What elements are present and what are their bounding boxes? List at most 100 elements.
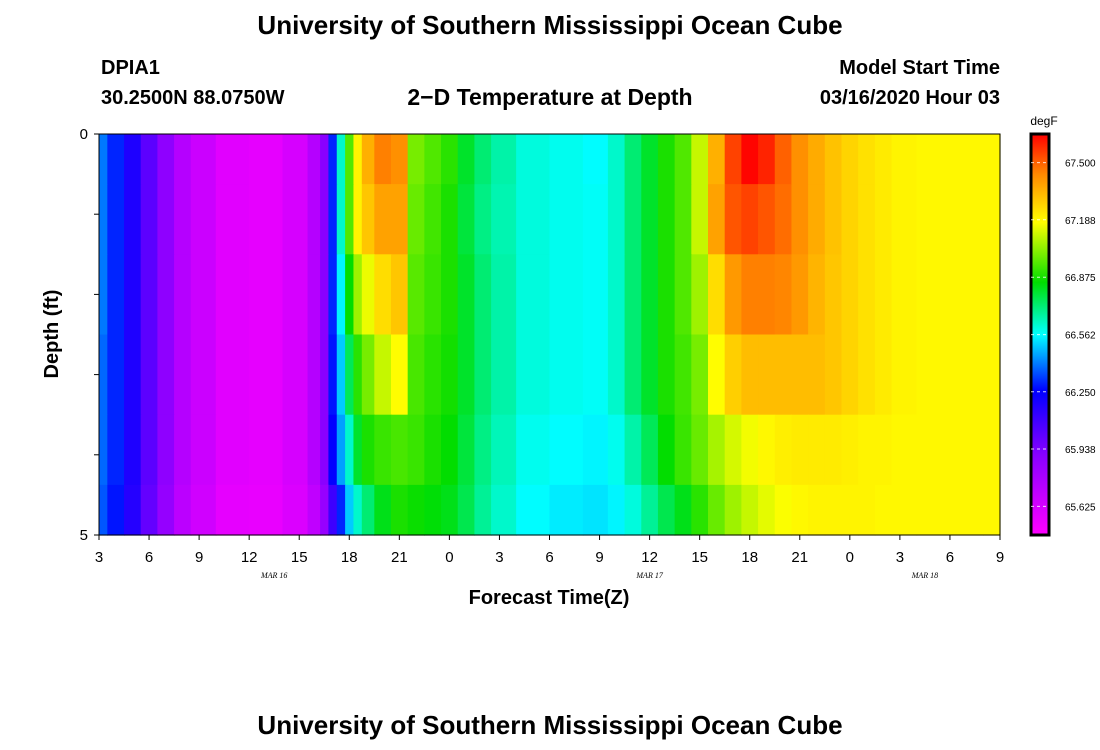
- heatmap-cell: [424, 184, 442, 255]
- heatmap-cell: [424, 334, 442, 416]
- heatmap-cell: [549, 134, 584, 185]
- heatmap-cell: [441, 184, 459, 255]
- heatmap-cell: [474, 414, 492, 486]
- heatmap-cell: [824, 134, 843, 185]
- heatmap-cell: [582, 184, 609, 255]
- heatmap-cell: [516, 184, 551, 255]
- heatmap-cell: [491, 484, 517, 536]
- heatmap-cell: [174, 254, 192, 336]
- heatmap-cell: [874, 414, 893, 486]
- heatmap-cell: [916, 484, 951, 536]
- heatmap-cell: [307, 254, 321, 336]
- heatmap-cell: [791, 254, 809, 336]
- heatmap-cell: [758, 414, 776, 486]
- heatmap-cell: [691, 134, 709, 185]
- heatmap-cell: [107, 334, 125, 416]
- y-axis-label: Depth (ft): [41, 290, 63, 379]
- heatmap-cell: [858, 414, 876, 486]
- x-tick-label: 6: [145, 549, 153, 566]
- heatmap-cell: [949, 184, 984, 255]
- heatmap-cell: [582, 134, 609, 185]
- heatmap-cell: [336, 254, 346, 336]
- heatmap-cell: [674, 254, 692, 336]
- heatmap-cell: [949, 134, 984, 185]
- heatmap-cell: [328, 134, 338, 185]
- heatmap-cell: [808, 134, 826, 185]
- heatmap-cell: [607, 134, 626, 185]
- heatmap-cell: [791, 334, 809, 416]
- heatmap-cell: [345, 134, 355, 185]
- heatmap-cell: [708, 414, 726, 486]
- heatmap-cell: [407, 134, 425, 185]
- heatmap-cell: [361, 134, 375, 185]
- x-tick-label: 0: [445, 549, 453, 566]
- plot-title: 2−D Temperature at Depth: [407, 84, 693, 110]
- x-date-label: MAR 17: [635, 571, 663, 580]
- x-tick-label: 3: [495, 549, 503, 566]
- heatmap-cell: [336, 334, 346, 416]
- heatmap-cell: [657, 484, 676, 536]
- colorbar-tick-label: 66.250: [1065, 388, 1096, 399]
- heatmap-cell: [949, 414, 984, 486]
- heatmap-cell: [474, 484, 492, 536]
- heatmap-cell: [891, 184, 918, 255]
- heatmap-cell: [320, 484, 330, 536]
- heatmap-cell: [724, 414, 742, 486]
- heatmap-cell: [107, 484, 125, 536]
- heatmap-cell: [345, 334, 355, 416]
- heatmap-cell: [457, 334, 476, 416]
- heatmap-cell: [808, 484, 826, 536]
- heatmap-cell: [215, 484, 250, 536]
- x-date-label: MAR 16: [260, 571, 287, 580]
- heatmap-cell: [741, 254, 759, 336]
- heatmap-cell: [708, 484, 726, 536]
- heatmap-cell: [307, 184, 321, 255]
- heatmap-cell: [607, 484, 626, 536]
- heatmap-cell: [320, 254, 330, 336]
- heatmap-cell: [983, 484, 1001, 536]
- heatmap-cell: [320, 334, 330, 416]
- heatmap-cell: [457, 414, 476, 486]
- heatmap-cell: [708, 334, 726, 416]
- heatmap-cell: [841, 254, 859, 336]
- heatmap-cell: [774, 254, 793, 336]
- heatmap-cell: [99, 184, 108, 255]
- heatmap-cell: [758, 484, 776, 536]
- heatmap-cell: [457, 484, 476, 536]
- heatmap-cell: [516, 134, 551, 185]
- heatmap-cell: [674, 484, 692, 536]
- heatmap-cell: [407, 414, 425, 486]
- heatmap-cell: [674, 134, 692, 185]
- heatmap-cell: [99, 484, 108, 536]
- heatmap-cell: [140, 254, 158, 336]
- y-tick-label: 5: [80, 527, 88, 544]
- heatmap-cell: [724, 184, 742, 255]
- heatmap-cell: [949, 254, 984, 336]
- heatmap-cell: [174, 184, 192, 255]
- heatmap-cell: [891, 484, 918, 536]
- heatmap-cell: [307, 134, 321, 185]
- heatmap-cell: [549, 254, 584, 336]
- heatmap-cell: [841, 334, 859, 416]
- x-axis-label: Forecast Time(Z): [469, 587, 630, 609]
- heatmap-cell: [282, 484, 309, 536]
- y-tick-label: 0: [80, 126, 88, 143]
- heatmap-cell: [691, 184, 709, 255]
- heatmap-cell: [249, 184, 284, 255]
- colorbar-tick-label: 65.938: [1065, 445, 1096, 456]
- heatmap-cell: [374, 484, 392, 536]
- heatmap-cell: [758, 184, 776, 255]
- heatmap-cell: [983, 254, 1001, 336]
- heatmap-cell: [549, 484, 584, 536]
- heatmap-cell: [390, 134, 409, 185]
- heatmap-cell: [874, 254, 893, 336]
- heatmap-cell: [374, 334, 392, 416]
- heatmap-cell: [307, 484, 321, 536]
- heatmap-cell: [457, 134, 476, 185]
- heatmap-cell: [474, 254, 492, 336]
- heatmap-cells: [99, 134, 1001, 536]
- x-tick-label: 12: [241, 549, 258, 566]
- heatmap-cell: [282, 184, 309, 255]
- heatmap-cell: [641, 254, 659, 336]
